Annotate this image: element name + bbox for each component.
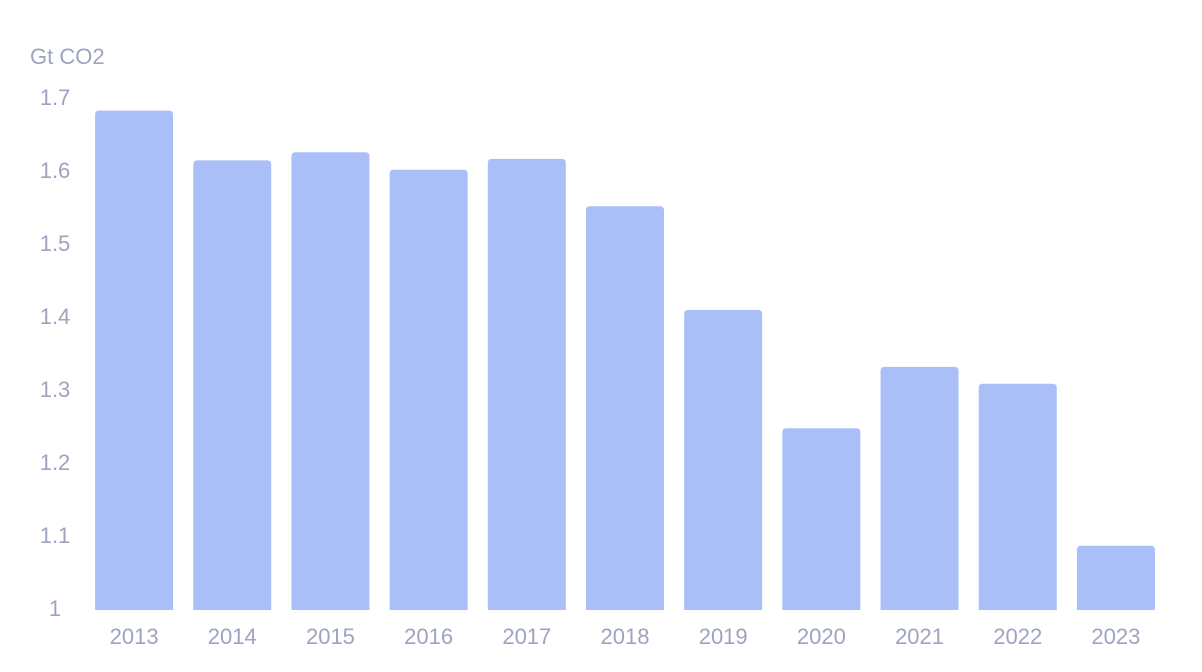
bar <box>684 309 763 610</box>
x-tick-label: 2018 <box>601 624 650 649</box>
y-tick-label: 1.1 <box>40 523 71 548</box>
bar <box>586 206 664 610</box>
bar <box>1076 545 1155 610</box>
x-tick-label: 2022 <box>993 624 1042 649</box>
y-tick-label: 1.2 <box>40 450 71 475</box>
y-tick-label: 1.7 <box>40 85 71 110</box>
x-tick-label: 2017 <box>502 624 551 649</box>
y-tick-label: 1 <box>49 596 61 621</box>
x-tick-label: 2015 <box>306 624 355 649</box>
bar <box>978 383 1057 610</box>
bar <box>782 428 861 610</box>
x-tick-label: 2016 <box>404 624 453 649</box>
bar <box>880 366 959 610</box>
bar <box>193 160 272 610</box>
y-tick-label: 1.3 <box>40 377 71 402</box>
x-tick-label: 2014 <box>208 624 257 649</box>
x-tick-label: 2013 <box>110 624 159 649</box>
y-axis-label: Gt CO2 <box>30 44 105 69</box>
y-tick-label: 1.6 <box>40 158 71 183</box>
y-tick-label: 1.5 <box>40 231 71 256</box>
y-tick-label: 1.4 <box>40 304 71 329</box>
bar <box>389 169 468 610</box>
bar <box>95 110 174 611</box>
x-tick-label: 2020 <box>797 624 846 649</box>
x-tick-label: 2019 <box>699 624 748 649</box>
x-tick-label: 2023 <box>1091 624 1140 649</box>
bar <box>291 152 370 611</box>
bar <box>487 158 566 611</box>
x-tick-label: 2021 <box>895 624 944 649</box>
